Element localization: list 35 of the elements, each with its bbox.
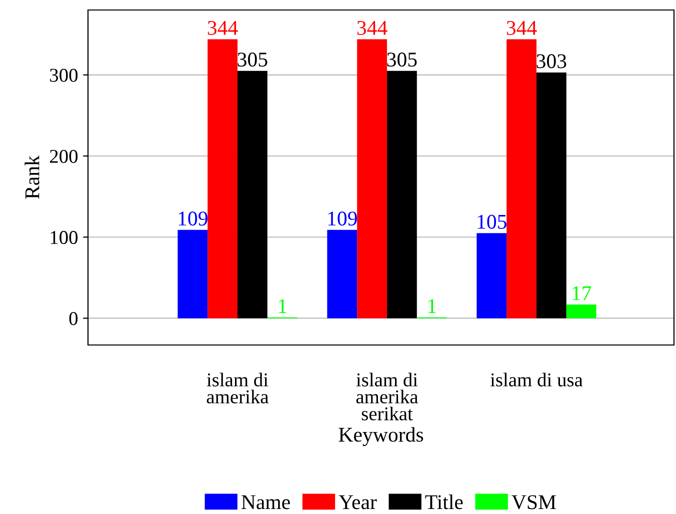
data-label: 109 bbox=[328, 212, 357, 226]
data-label: 344 bbox=[357, 20, 388, 35]
y-tick-label: 300 bbox=[50, 68, 78, 82]
bar bbox=[386, 70, 417, 318]
data-label: 17 bbox=[572, 286, 592, 300]
data-label: 344 bbox=[208, 20, 238, 35]
data-label: 305 bbox=[387, 52, 417, 67]
y-axis-title: Rank bbox=[24, 156, 40, 199]
y-tick-label: 100 bbox=[50, 230, 78, 244]
x-axis-title: Keywords bbox=[338, 427, 424, 446]
x-tick-label: islam di amerika serikat bbox=[356, 372, 418, 420]
x-tick-label: islam di usa bbox=[490, 372, 583, 386]
bar bbox=[357, 39, 387, 318]
data-label: 105 bbox=[478, 214, 506, 229]
legend-label: Year bbox=[338, 495, 377, 510]
y-tick-label: 200 bbox=[50, 150, 78, 163]
bar bbox=[208, 39, 238, 318]
bar bbox=[566, 304, 596, 318]
bar bbox=[476, 233, 507, 318]
bar bbox=[237, 70, 268, 318]
data-label: 1 bbox=[278, 299, 286, 313]
bar bbox=[536, 72, 566, 318]
y-tick-label: 0 bbox=[69, 312, 78, 326]
data-label: 1 bbox=[428, 299, 436, 313]
bar bbox=[178, 230, 208, 318]
data-label: 109 bbox=[178, 212, 208, 226]
data-label: 303 bbox=[536, 54, 566, 68]
x-tick-label: islam di amerika bbox=[206, 372, 269, 404]
legend-label: Name bbox=[241, 495, 290, 510]
legend-label: Title bbox=[425, 494, 463, 510]
data-label: 344 bbox=[506, 20, 537, 35]
legend-label: VSM bbox=[512, 495, 556, 510]
data-label: 305 bbox=[238, 52, 268, 67]
bar bbox=[327, 230, 358, 318]
bar bbox=[506, 39, 536, 318]
